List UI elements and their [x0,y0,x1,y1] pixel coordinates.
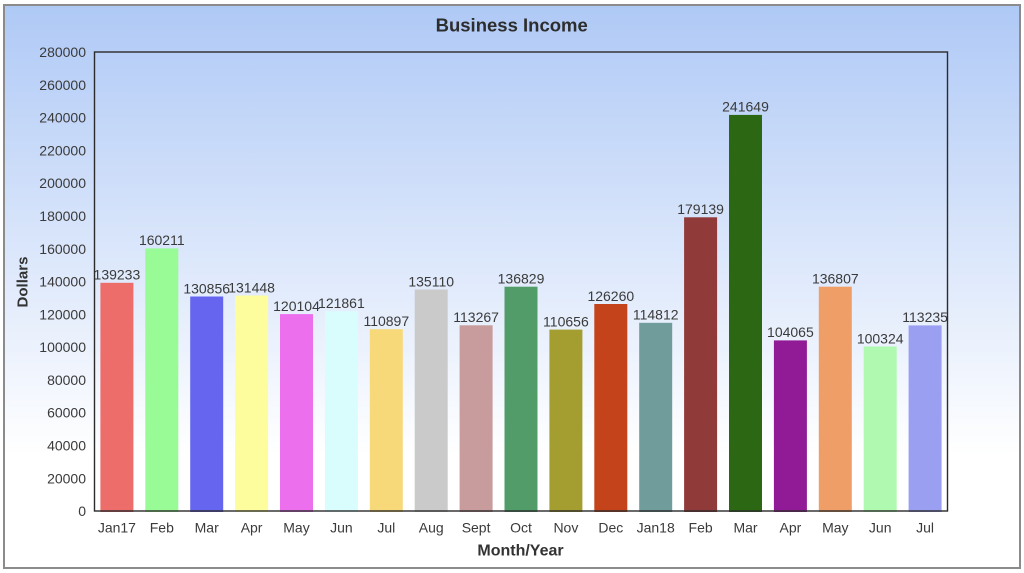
svg-text:Month/Year: Month/Year [477,543,563,560]
svg-text:160211: 160211 [139,232,185,248]
svg-text:139233: 139233 [94,267,141,283]
svg-text:179139: 179139 [677,201,724,217]
svg-text:135110: 135110 [408,273,454,289]
svg-text:Jan18: Jan18 [637,519,675,535]
svg-text:0: 0 [78,503,86,519]
svg-text:110656: 110656 [543,313,589,329]
svg-text:113235: 113235 [902,309,948,325]
svg-text:136807: 136807 [812,271,859,287]
svg-text:60000: 60000 [47,405,86,421]
svg-text:Dec: Dec [598,519,623,535]
svg-text:110897: 110897 [363,313,409,329]
svg-text:Jul: Jul [916,519,934,535]
svg-text:130856: 130856 [183,280,230,296]
svg-text:Mar: Mar [195,519,219,535]
svg-text:Jan17: Jan17 [98,519,136,535]
svg-text:120000: 120000 [39,306,86,322]
svg-text:104065: 104065 [767,324,814,340]
svg-text:20000: 20000 [47,470,86,486]
svg-text:240000: 240000 [39,110,86,126]
svg-text:Dollars: Dollars [15,257,32,308]
svg-text:Business Income: Business Income [436,15,588,36]
svg-text:Mar: Mar [733,519,757,535]
svg-text:280000: 280000 [39,44,86,60]
svg-text:113267: 113267 [453,309,499,325]
svg-text:80000: 80000 [47,372,86,388]
svg-text:120104: 120104 [273,298,320,314]
svg-text:Jul: Jul [377,519,395,535]
svg-text:260000: 260000 [39,77,86,93]
svg-text:136829: 136829 [498,271,545,287]
svg-text:Jun: Jun [330,519,353,535]
svg-text:Feb: Feb [689,519,713,535]
svg-text:May: May [822,519,848,535]
svg-text:100324: 100324 [857,330,904,346]
svg-text:40000: 40000 [47,438,86,454]
svg-text:220000: 220000 [39,143,86,159]
svg-text:Oct: Oct [510,519,532,535]
svg-text:Jun: Jun [869,519,892,535]
svg-text:131448: 131448 [228,279,275,295]
svg-text:140000: 140000 [39,274,86,290]
svg-text:241649: 241649 [722,99,769,115]
svg-text:180000: 180000 [39,208,86,224]
svg-text:May: May [283,519,309,535]
svg-text:160000: 160000 [39,241,86,257]
svg-text:100000: 100000 [39,339,86,355]
svg-text:Feb: Feb [150,519,174,535]
svg-text:Apr: Apr [780,519,802,535]
svg-text:200000: 200000 [39,175,86,191]
svg-text:121861: 121861 [318,295,365,311]
svg-text:Sept: Sept [462,519,491,535]
svg-text:Nov: Nov [553,519,578,535]
svg-text:126260: 126260 [587,288,634,304]
svg-text:114812: 114812 [633,307,679,323]
svg-text:Aug: Aug [419,519,444,535]
svg-text:Apr: Apr [241,519,263,535]
